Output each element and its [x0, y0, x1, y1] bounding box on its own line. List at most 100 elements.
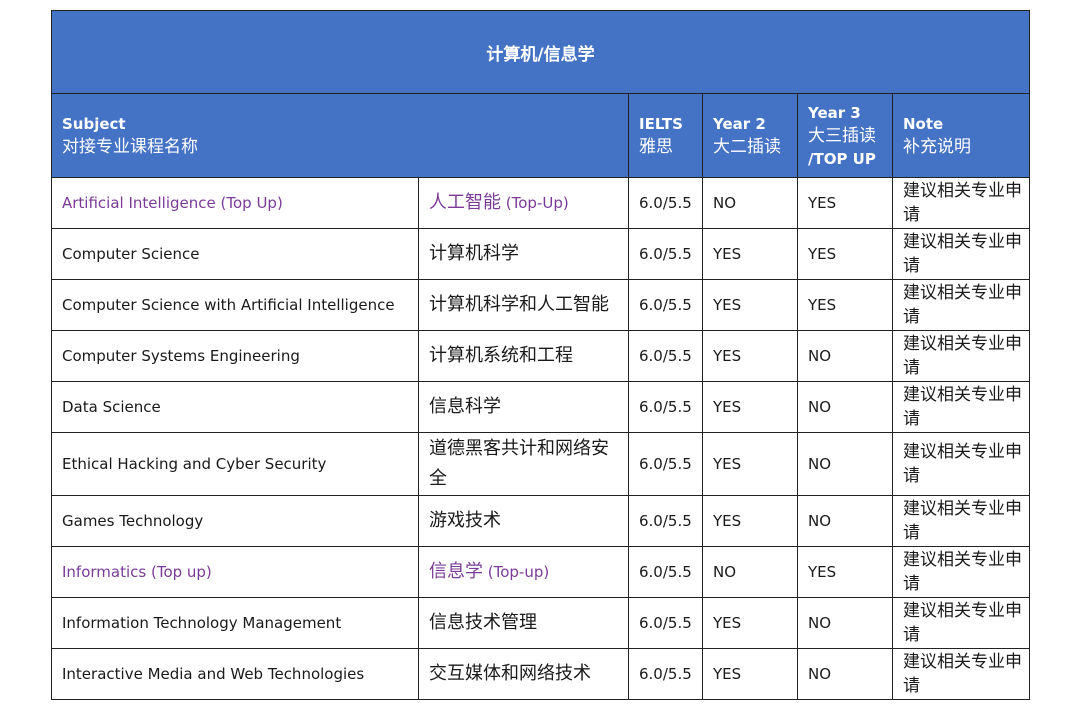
chinese-name-suffix: (Top-up)	[483, 563, 550, 581]
note-cell: 建议相关专业申请	[891, 381, 1031, 433]
chinese-name-cell: 信息技术管理	[418, 597, 629, 649]
chinese-name-cell: 计算机科学和人工智能	[418, 279, 629, 331]
header-note: Note 补充说明	[891, 93, 1031, 178]
header-year3-en: Year 3	[808, 103, 861, 122]
table-title: 计算机/信息学	[50, 10, 1031, 94]
header-subject-en: Subject	[62, 114, 126, 133]
subject-cell: Computer Science	[51, 228, 419, 280]
chinese-name: 计算机系统和工程	[429, 345, 573, 366]
header-year3-topup: /TOP UP	[808, 149, 876, 168]
table-title-row: 计算机/信息学	[50, 10, 1031, 94]
ielts-cell: 6.0/5.5	[628, 177, 703, 229]
note-cell: 建议相关专业申请	[891, 495, 1031, 547]
header-year3-cn: 大三插读	[808, 125, 876, 146]
course-table: 计算机/信息学 Subject 对接专业课程名称 IELTS 雅思 Year 2…	[50, 10, 1031, 700]
subject-cell: Artificial Intelligence (Top Up)	[51, 177, 419, 229]
year2-cell: YES	[702, 432, 798, 496]
subject-cell: Informatics (Top up)	[51, 546, 419, 598]
chinese-name-cell: 游戏技术	[418, 495, 629, 547]
chinese-name-cell: 道德黑客共计和网络安全	[418, 432, 629, 496]
year2-cell: YES	[702, 495, 798, 547]
chinese-name-cell: 计算机科学	[418, 228, 629, 280]
ielts-cell: 6.0/5.5	[628, 432, 703, 496]
header-note-cn: 补充说明	[903, 136, 971, 157]
chinese-name-suffix: (Top-Up)	[501, 194, 569, 212]
chinese-name: 信息学	[429, 561, 483, 582]
subject-cell: Information Technology Management	[51, 597, 419, 649]
year3-cell: NO	[797, 381, 893, 433]
year3-cell: NO	[797, 495, 893, 547]
subject-cell: Ethical Hacking and Cyber Security	[51, 432, 419, 496]
header-year2: Year 2 大二插读	[702, 93, 798, 178]
header-subject: Subject 对接专业课程名称	[51, 93, 629, 178]
chinese-name-cell: 信息学 (Top-up)	[418, 546, 629, 598]
header-ielts: IELTS 雅思	[628, 93, 703, 178]
ielts-cell: 6.0/5.5	[628, 597, 703, 649]
chinese-name: 信息技术管理	[429, 612, 537, 633]
year2-cell: NO	[702, 546, 798, 598]
chinese-name-cell: 交互媒体和网络技术	[418, 648, 629, 700]
year2-cell: YES	[702, 597, 798, 649]
table-row: Artificial Intelligence (Top Up) 人工智能 (T…	[51, 177, 1031, 229]
table-row: Computer Science with Artificial Intelli…	[51, 279, 1031, 331]
table-row: Computer Science 计算机科学 6.0/5.5 YES YES 建…	[51, 228, 1031, 280]
subject-cell: Computer Systems Engineering	[51, 330, 419, 382]
year2-cell: YES	[702, 648, 798, 700]
table-row: Games Technology 游戏技术 6.0/5.5 YES NO 建议相…	[51, 495, 1031, 547]
ielts-cell: 6.0/5.5	[628, 381, 703, 433]
table-row: Interactive Media and Web Technologies 交…	[51, 648, 1031, 700]
year2-cell: NO	[702, 177, 798, 229]
chinese-name: 人工智能	[429, 192, 501, 213]
ielts-cell: 6.0/5.5	[628, 546, 703, 598]
header-ielts-en: IELTS	[639, 114, 683, 133]
year2-cell: YES	[702, 330, 798, 382]
year3-cell: YES	[797, 279, 893, 331]
table-row: Computer Systems Engineering 计算机系统和工程 6.…	[51, 330, 1031, 382]
subject-cell: Computer Science with Artificial Intelli…	[51, 279, 419, 331]
ielts-cell: 6.0/5.5	[628, 279, 703, 331]
chinese-name-cell: 计算机系统和工程	[418, 330, 629, 382]
table-header-row: Subject 对接专业课程名称 IELTS 雅思 Year 2 大二插读 Ye…	[51, 93, 1031, 178]
header-year2-cn: 大二插读	[713, 136, 781, 157]
header-subject-cn: 对接专业课程名称	[62, 136, 198, 157]
year2-cell: YES	[702, 228, 798, 280]
year3-cell: NO	[797, 597, 893, 649]
subject-cell: Data Science	[51, 381, 419, 433]
chinese-name: 游戏技术	[429, 510, 501, 531]
note-cell: 建议相关专业申请	[891, 279, 1031, 331]
year3-cell: NO	[797, 330, 893, 382]
ielts-cell: 6.0/5.5	[628, 648, 703, 700]
chinese-name: 交互媒体和网络技术	[429, 663, 591, 684]
note-cell: 建议相关专业申请	[891, 648, 1031, 700]
year3-cell: NO	[797, 648, 893, 700]
ielts-cell: 6.0/5.5	[628, 228, 703, 280]
table-row: Ethical Hacking and Cyber Security 道德黑客共…	[51, 432, 1031, 496]
subject-cell: Games Technology	[51, 495, 419, 547]
chinese-name: 道德黑客共计和网络安全	[429, 438, 609, 489]
year2-cell: YES	[702, 381, 798, 433]
subject-cell: Interactive Media and Web Technologies	[51, 648, 419, 700]
chinese-name: 信息科学	[429, 396, 501, 417]
year2-cell: YES	[702, 279, 798, 331]
year3-cell: YES	[797, 546, 893, 598]
header-year3: Year 3 大三插读 /TOP UP	[797, 93, 893, 178]
chinese-name-cell: 人工智能 (Top-Up)	[418, 177, 629, 229]
table-row: Informatics (Top up) 信息学 (Top-up) 6.0/5.…	[51, 546, 1031, 598]
chinese-name: 计算机科学	[429, 243, 519, 264]
note-cell: 建议相关专业申请	[891, 228, 1031, 280]
header-year2-en: Year 2	[713, 114, 766, 133]
table-row: Data Science 信息科学 6.0/5.5 YES NO 建议相关专业申…	[51, 381, 1031, 433]
year3-cell: NO	[797, 432, 893, 496]
course-table-sheet: 计算机/信息学 Subject 对接专业课程名称 IELTS 雅思 Year 2…	[50, 10, 1031, 700]
year3-cell: YES	[797, 177, 893, 229]
header-ielts-cn: 雅思	[639, 136, 673, 157]
year3-cell: YES	[797, 228, 893, 280]
table-row: Information Technology Management 信息技术管理…	[51, 597, 1031, 649]
chinese-name: 计算机科学和人工智能	[429, 294, 609, 315]
note-cell: 建议相关专业申请	[891, 546, 1031, 598]
note-cell: 建议相关专业申请	[891, 177, 1031, 229]
note-cell: 建议相关专业申请	[891, 597, 1031, 649]
ielts-cell: 6.0/5.5	[628, 330, 703, 382]
note-cell: 建议相关专业申请	[891, 432, 1031, 496]
header-note-en: Note	[903, 114, 944, 133]
